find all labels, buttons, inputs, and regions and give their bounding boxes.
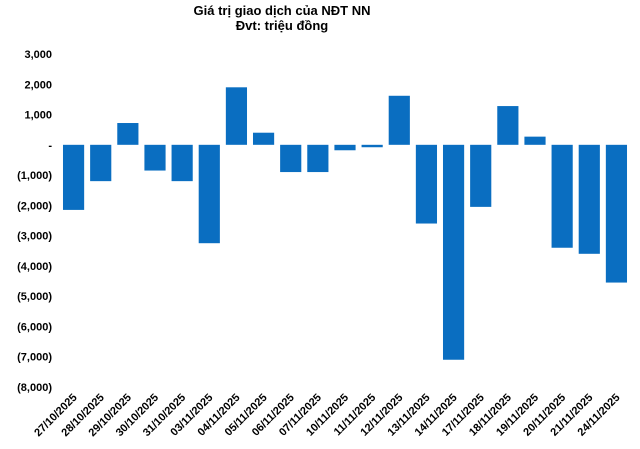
bar xyxy=(442,144,465,360)
bar xyxy=(252,132,275,145)
bar xyxy=(117,123,139,145)
y-tick-label: (2,000) xyxy=(17,200,52,212)
bar xyxy=(470,144,492,207)
bar xyxy=(578,144,600,254)
bar xyxy=(361,144,383,148)
y-axis-tick-labels: 3,000 2,000 1,000 - (1,000) (2,000) (3,000) (4,… xyxy=(17,49,52,394)
y-tick-label: (4,000) xyxy=(17,261,52,273)
y-tick-label: (1,000) xyxy=(17,170,52,182)
y-tick-label: (6,000) xyxy=(17,321,52,333)
bar xyxy=(524,136,546,145)
y-tick-label: (5,000) xyxy=(17,291,52,303)
bar xyxy=(415,144,438,224)
bar xyxy=(280,144,302,173)
bars xyxy=(62,87,628,360)
y-tick-label: 3,000 xyxy=(24,49,52,61)
bar xyxy=(605,144,628,283)
chart-subtitle: Đvt: triệu đồng xyxy=(236,18,328,33)
bar xyxy=(171,144,193,182)
bar xyxy=(551,144,573,248)
bar xyxy=(388,95,410,145)
y-tick-label: 1,000 xyxy=(24,110,52,122)
y-tick-label: (7,000) xyxy=(17,352,52,364)
bar xyxy=(225,87,248,145)
bar xyxy=(62,144,85,210)
bar xyxy=(334,144,356,151)
x-axis-tick-labels: 27/10/202528/10/202529/10/202530/10/2025… xyxy=(32,392,622,439)
y-tick-label: - xyxy=(48,140,52,152)
bar xyxy=(307,144,329,173)
y-tick-label: (3,000) xyxy=(17,231,52,243)
y-tick-label: 2,000 xyxy=(24,79,52,91)
bar xyxy=(144,144,166,171)
bar xyxy=(198,144,220,244)
chart-title: Giá trị giao dịch của NĐT NN xyxy=(194,3,371,18)
bar xyxy=(497,106,519,145)
bar xyxy=(90,144,112,182)
y-tick-label: (8,000) xyxy=(17,382,52,394)
